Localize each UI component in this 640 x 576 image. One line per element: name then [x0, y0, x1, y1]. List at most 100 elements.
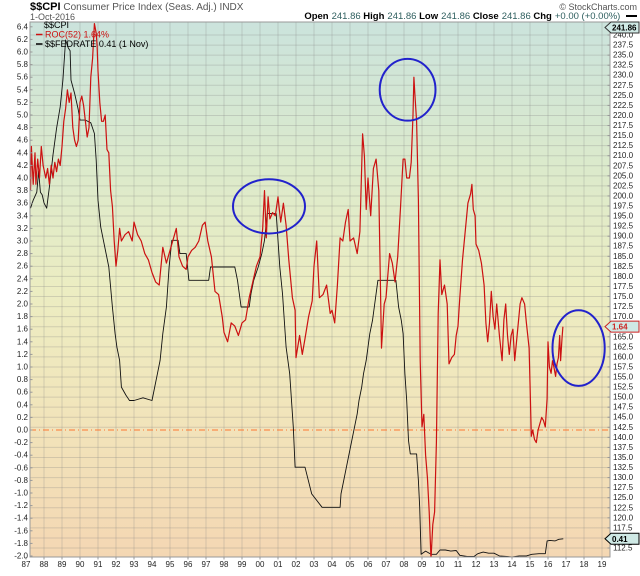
right-axis-tick-label: 197.5	[613, 202, 634, 211]
right-axis-tick-label: 212.5	[613, 141, 634, 150]
left-axis-tick-label: 3.4	[17, 211, 29, 220]
right-axis-tick-label: 205.0	[613, 171, 634, 180]
x-axis-tick-label: 19	[598, 560, 607, 569]
right-axis-tick-label: 170.0	[613, 312, 634, 321]
x-axis-tick-label: 18	[580, 560, 589, 569]
chg-value: +0.00 (+0.00%)	[554, 11, 621, 22]
left-axis-tick-label: 6.0	[17, 48, 29, 57]
x-axis-tick-label: 00	[256, 560, 265, 569]
right-axis-tick-label: 147.5	[613, 403, 634, 412]
x-axis-tick-label: 02	[292, 560, 301, 569]
left-axis-tick-label: 2.6	[17, 262, 29, 271]
x-axis-tick-label: 13	[490, 560, 499, 569]
left-axis-tick-label: 5.0	[17, 111, 29, 120]
right-axis-tick-label: 235.0	[613, 51, 634, 60]
price-flag	[604, 21, 640, 34]
close-value: 241.86	[501, 11, 531, 22]
left-axis-tick-label: -0.2	[14, 438, 28, 447]
left-axis-tick-label: 0.6	[17, 388, 29, 397]
open-label: Open	[304, 11, 329, 22]
legend-roc: ROC(52) 1.64%	[45, 30, 109, 40]
chg-label: Chg	[533, 11, 552, 22]
left-axis-tick-label: 2.8	[17, 249, 29, 258]
x-axis-tick-label: 05	[346, 560, 355, 569]
right-axis-tick-label: 237.5	[613, 41, 634, 50]
x-axis-tick-label: 12	[472, 560, 481, 569]
x-axis-tick-label: 89	[58, 560, 67, 569]
x-axis-tick-label: 17	[562, 560, 571, 569]
legend-fedrate: $$FEDRATE 0.41 (1 Nov)	[45, 39, 148, 49]
left-axis-tick-label: -1.6	[14, 526, 28, 535]
right-axis-tick-label: 240.0	[613, 31, 634, 40]
quote-row: Open 241.86 High 241.86 Low 241.86 Close 241…	[304, 11, 637, 22]
left-axis-tick-label: -0.8	[14, 476, 28, 485]
right-axis-tick-label: 215.0	[613, 131, 634, 140]
left-axis-tick-label: 2.0	[17, 300, 29, 309]
right-axis-tick-label: 142.5	[613, 423, 634, 432]
title-row: $$CPI Consumer Price Index (Seas. Adj.) …	[30, 1, 243, 13]
left-axis-tick-label: 0.2	[17, 413, 29, 422]
right-axis-tick-label: 157.5	[613, 362, 634, 371]
x-axis-tick-label: 07	[382, 560, 391, 569]
low-label: Low	[419, 11, 439, 22]
right-axis-tick-label: 230.0	[613, 71, 634, 80]
x-axis-tick-label: 99	[238, 560, 247, 569]
left-axis-tick-label: 2.2	[17, 287, 29, 296]
left-axis-tick-label: 2.4	[17, 274, 29, 283]
plot-border	[29, 21, 611, 558]
x-axis-tick-label: 94	[148, 560, 157, 569]
high-value: 241.86	[387, 11, 417, 22]
x-axis-tick-label: 09	[418, 560, 427, 569]
left-axis-tick-label: 3.0	[17, 237, 29, 246]
x-axis-tick-label: 15	[526, 560, 535, 569]
annotation-circle	[232, 178, 306, 235]
right-axis-tick-label: 210.0	[613, 151, 634, 160]
roc-flag-label: 1.64	[612, 323, 628, 332]
x-axis-tick-label: 98	[220, 560, 229, 569]
annotation-circle	[551, 309, 606, 387]
fedrate-flag	[604, 532, 640, 545]
left-axis-tick-label: 6.2	[17, 35, 29, 44]
left-axis-tick-label: 1.6	[17, 325, 29, 334]
left-axis-tick-label: -1.8	[14, 539, 28, 548]
right-axis-tick-label: 140.0	[613, 433, 634, 442]
x-axis-tick-label: 95	[166, 560, 175, 569]
x-axis-tick-label: 08	[400, 560, 409, 569]
right-axis-tick-label: 225.0	[613, 91, 634, 100]
left-axis-tick-label: 0.4	[17, 400, 29, 409]
x-axis-tick-label: 14	[508, 560, 517, 569]
left-axis-tick-label: -0.4	[14, 451, 28, 460]
left-axis-tick-label: -1.0	[14, 489, 28, 498]
right-axis-tick-label: 152.5	[613, 383, 634, 392]
x-axis-tick-label: 96	[184, 560, 193, 569]
right-axis-tick-label: 122.5	[613, 503, 634, 512]
fedrate-line	[30, 39, 564, 557]
left-axis-tick-label: 1.8	[17, 312, 29, 321]
left-axis-tick-label: 1.0	[17, 363, 29, 372]
right-axis-tick-label: 195.0	[613, 212, 634, 221]
annotation-circle	[378, 57, 437, 122]
right-axis-tick-label: 120.0	[613, 513, 634, 522]
close-label: Close	[472, 11, 499, 22]
right-axis-tick-label: 135.0	[613, 453, 634, 462]
right-axis-tick-label: 155.0	[613, 373, 634, 382]
right-axis-tick-label: 200.0	[613, 191, 634, 200]
left-axis-tick-label: 5.6	[17, 73, 29, 82]
right-axis-tick-label: 160.0	[613, 352, 634, 361]
left-axis-tick-label: 5.8	[17, 60, 29, 69]
left-axis-tick-label: 3.8	[17, 186, 29, 195]
legend-cpi: $$CPI	[44, 20, 69, 30]
right-axis-tick-label: 172.5	[613, 302, 634, 311]
right-axis-tick-label: 117.5	[613, 523, 633, 532]
x-axis-tick-label: 88	[40, 560, 49, 569]
x-axis-tick-label: 01	[274, 560, 283, 569]
symbol-label: $$CPI	[30, 1, 61, 13]
left-axis-tick-label: 1.4	[17, 337, 29, 346]
right-axis-tick-label: 227.5	[613, 81, 634, 90]
right-axis-tick-label: 162.5	[613, 342, 634, 351]
left-axis-tick-label: -0.6	[14, 463, 28, 472]
left-axis-tick-label: 1.2	[17, 350, 29, 359]
right-axis-tick-label: 180.0	[613, 272, 634, 281]
right-axis-tick-label: 217.5	[613, 121, 634, 130]
plot-background	[30, 22, 610, 557]
